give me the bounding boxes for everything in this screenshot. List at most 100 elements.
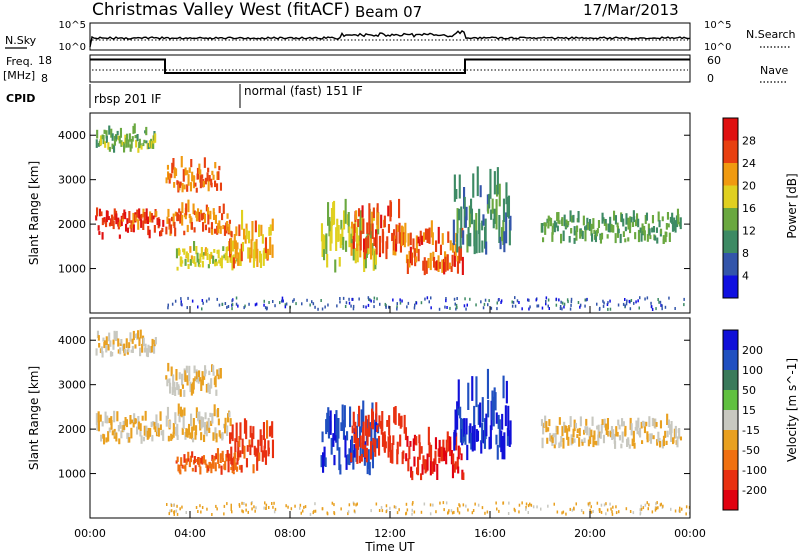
echo-cell-1 <box>95 139 98 148</box>
echo-cell-10 <box>607 430 610 437</box>
echo-cell-2 <box>182 169 185 182</box>
echo-cell-2 <box>165 375 168 380</box>
echo-cell-3 <box>208 227 211 233</box>
near-range-echo <box>299 503 302 507</box>
echo-cell-8 <box>438 439 441 458</box>
echo-cell-9 <box>507 405 510 437</box>
echo-cell-9 <box>495 412 498 424</box>
echo-cell-0 <box>128 211 131 223</box>
cpid-mode-normal: normal (fast) 151 IF <box>244 84 363 98</box>
echo-cell-4 <box>230 466 233 471</box>
echo-cell-8 <box>428 227 431 244</box>
echo-cell-9 <box>453 174 456 202</box>
freq-unit: [MHz] <box>3 69 35 82</box>
echo-cell-3 <box>205 204 208 212</box>
echo-cell-5 <box>237 441 240 458</box>
echo-cell-1 <box>149 346 152 354</box>
echo-cell-4 <box>230 255 233 263</box>
echo-cell-3 <box>219 225 222 234</box>
echo-cell-10 <box>562 437 565 449</box>
echo-cell-10 <box>670 430 673 442</box>
echo-cell-5 <box>251 221 254 241</box>
near-range-echo <box>488 299 490 303</box>
echo-cell-9 <box>509 215 512 231</box>
colorbar-frame <box>722 329 739 511</box>
echo-cell-10 <box>548 419 551 427</box>
echo-cell-10 <box>643 225 646 235</box>
echo-cell-0 <box>140 435 143 444</box>
echo-cell-8 <box>445 439 448 453</box>
near-range-echo <box>385 305 387 309</box>
echo-cell-6 <box>323 446 326 466</box>
echo-cell-4 <box>192 259 195 263</box>
near-range-echo <box>567 300 569 304</box>
echo-cell-4 <box>212 460 215 469</box>
y-tick-label: 3000 <box>58 174 86 187</box>
echo-cell-1 <box>126 133 129 141</box>
freq-tick-bottom: 8 <box>41 72 48 85</box>
echo-cell-1 <box>102 135 105 145</box>
near-range-echo <box>615 505 617 509</box>
near-range-echo <box>348 301 351 305</box>
echo-cell-8 <box>415 235 418 253</box>
near-range-echo <box>657 298 659 301</box>
near-range-echo <box>465 504 467 508</box>
nsky-noise-line <box>89 29 691 48</box>
echo-cell-3 <box>212 208 215 215</box>
echo-cell-0 <box>142 208 145 218</box>
echo-cell-3 <box>195 215 199 222</box>
echo-cell-6 <box>352 240 355 261</box>
near-range-echo <box>651 510 654 514</box>
echo-cell-0 <box>162 219 165 227</box>
echo-cell-7 <box>363 238 366 253</box>
echo-cell-2 <box>166 379 169 387</box>
echo-cell-5 <box>271 244 274 258</box>
echo-cell-1 <box>146 348 150 358</box>
echo-cell-8 <box>413 434 417 445</box>
echo-cell-6 <box>337 418 340 439</box>
echo-cell-6 <box>359 442 362 462</box>
near-range-echo <box>339 297 341 300</box>
echo-cell-9 <box>456 208 459 234</box>
echo-cell-10 <box>621 418 624 427</box>
echo-cell-10 <box>670 421 673 434</box>
echo-cell-10 <box>637 218 640 228</box>
near-range-echo <box>559 305 562 308</box>
near-range-echo <box>406 508 409 512</box>
echo-cell-6 <box>325 419 328 435</box>
near-range-echo <box>451 511 454 515</box>
near-range-echo <box>284 303 287 307</box>
near-range-echo <box>429 503 432 507</box>
echo-cell-2 <box>201 174 204 179</box>
echo-cell-8 <box>439 244 443 255</box>
echo-cell-0 <box>119 421 122 429</box>
near-range-echo <box>265 507 267 510</box>
near-range-echo <box>230 506 232 509</box>
echo-cell-0 <box>124 417 127 426</box>
near-range-echo <box>455 303 458 307</box>
echo-cell-8 <box>431 461 435 470</box>
near-range-echo <box>199 504 201 508</box>
echo-cell-9 <box>466 234 469 253</box>
echo-cell-8 <box>429 252 432 271</box>
near-range-echo <box>477 503 480 507</box>
echo-cell-0 <box>146 216 150 224</box>
colorbar-tick-label: -100 <box>742 464 767 477</box>
echo-cell-3 <box>181 214 184 226</box>
near-range-echo <box>170 504 173 507</box>
near-range-echo <box>562 510 565 514</box>
echo-cell-9 <box>494 392 497 411</box>
echo-cell-10 <box>594 231 598 243</box>
echo-cell-9 <box>488 193 491 209</box>
near-range-echo <box>569 507 571 511</box>
near-range-echo <box>456 306 458 310</box>
near-range-echo <box>674 307 676 310</box>
echo-cell-8 <box>434 437 438 450</box>
echo-cell-10 <box>651 227 654 233</box>
echo-cell-4 <box>187 253 190 263</box>
echo-cell-1 <box>119 127 123 138</box>
echo-cell-8 <box>450 266 453 272</box>
echo-cell-0 <box>101 421 104 427</box>
echo-cell-4 <box>219 257 222 267</box>
echo-cell-0 <box>151 217 154 223</box>
